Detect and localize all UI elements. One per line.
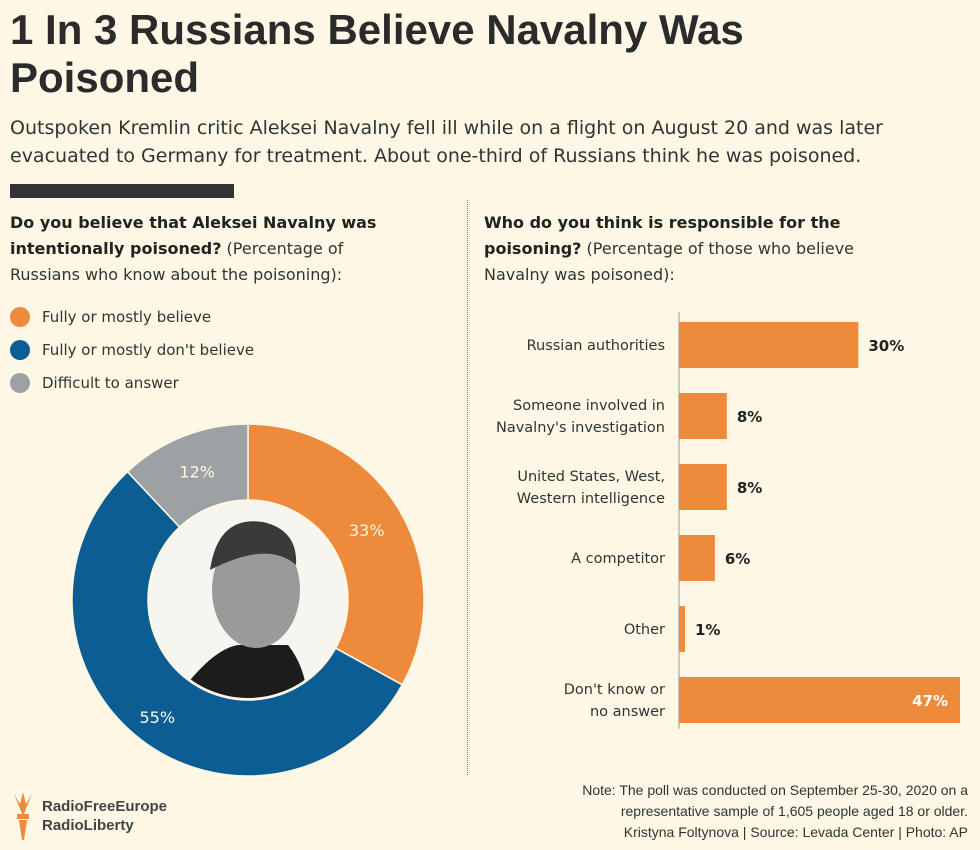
donut-label: 33% — [349, 521, 385, 540]
bar-category-label: A competitor — [571, 551, 665, 567]
bar-category-label: United States, West, — [517, 469, 665, 485]
donut-label: 12% — [179, 463, 215, 482]
bar — [679, 606, 685, 652]
source-note: Note: The poll was conducted on Septembe… — [582, 780, 968, 843]
legend-item-believe: Fully or mostly believe — [10, 307, 211, 327]
bar — [679, 464, 727, 510]
bar-value-label: 30% — [868, 337, 904, 355]
bar-category-label: Navalny's investigation — [496, 420, 665, 436]
bar-category-label: no answer — [590, 704, 665, 720]
pie-question-rest: (Percentage of Russians who know about t… — [10, 239, 344, 284]
title-rule — [10, 184, 234, 198]
logo-line1: RadioFreeEurope — [42, 798, 168, 815]
bar-value-label: 8% — [737, 479, 762, 497]
bar — [679, 393, 727, 439]
bar-category-label: Western intelligence — [517, 491, 665, 507]
pie-question-bold: Do you believe that Aleksei Navalny was … — [10, 213, 377, 258]
rferl-logo: RadioFreeEurope RadioLiberty — [10, 790, 167, 842]
pie-question: Do you believe that Aleksei Navalny was … — [10, 210, 390, 288]
bar-value-label: 6% — [725, 550, 750, 568]
donut-slice — [71, 470, 404, 777]
column-divider — [467, 200, 468, 775]
subtitle: Outspoken Kremlin critic Aleksei Navalny… — [10, 117, 883, 167]
note-line: Note: The poll was conducted on Septembe… — [582, 782, 968, 798]
bar-question-bold: Who do you think is responsible for the … — [484, 213, 841, 258]
logo-line2: RadioLiberty — [42, 817, 134, 834]
bar-category-label: Someone involved in — [513, 398, 665, 414]
bar-category-label: Don't know or — [564, 682, 665, 698]
bar-value-label: 8% — [737, 408, 762, 426]
bar-question: Who do you think is responsible for the … — [484, 210, 864, 288]
bar — [679, 535, 715, 581]
note-line: Kristyna Foltynova | Source: Levada Cent… — [623, 824, 968, 840]
bar-value-label: 47% — [912, 692, 948, 710]
bar-chart: 30% Russian authorities 8% Someone involved… — [496, 312, 960, 729]
bar — [679, 677, 960, 723]
legend-dot-gray — [10, 373, 30, 393]
legend-label: Fully or mostly believe — [42, 308, 212, 326]
legend-item-dont-believe: Fully or mostly don't believe — [10, 340, 254, 360]
torch-icon — [14, 792, 32, 840]
bar-category-label: Other — [624, 622, 665, 638]
legend-item-difficult: Difficult to answer — [10, 373, 179, 393]
legend-dot-orange — [10, 307, 30, 327]
donut-label: 55% — [140, 708, 176, 727]
portrait-photo — [150, 502, 346, 698]
bar-category-label: Russian authorities — [527, 338, 665, 354]
legend-label: Fully or mostly don't believe — [42, 341, 255, 359]
donut-chart: 33% 55% 12% — [71, 423, 425, 777]
legend-label: Difficult to answer — [42, 374, 179, 392]
donut-slice — [126, 423, 249, 529]
note-line: representative sample of 1,605 people ag… — [620, 803, 968, 819]
bar-question-rest: (Percentage of those who believe Navalny… — [484, 239, 854, 284]
legend-dot-blue — [10, 340, 30, 360]
bar — [679, 322, 859, 368]
page-title: 1 In 3 Russians Believe Navalny Was Pois… — [10, 6, 744, 101]
bar-value-label: 1% — [695, 621, 720, 639]
donut-slice — [247, 423, 425, 686]
